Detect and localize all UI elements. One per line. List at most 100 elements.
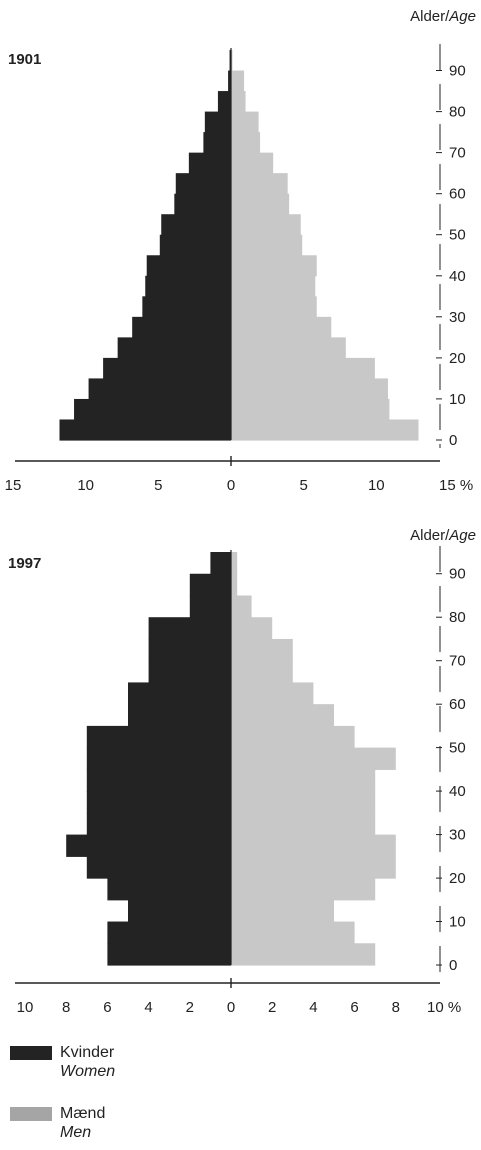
pyramid-1901-age-axis-title: Alder/Age [410,8,476,25]
pyramid-1997-bar-women-age-5 [107,921,231,944]
pyramid-1997-x-tick-left-6: 6 [103,999,111,1016]
pyramid-1901-bar-men-age-40 [231,255,317,277]
pyramid-1901-bar-women-age-50 [161,214,231,236]
pyramid-1997-bar-men-age-5 [231,921,355,944]
pyramid-1997-x-tick-left-0: 0 [227,999,235,1016]
pyramid-1997-bar-women-age-90 [210,552,231,575]
pyramid-1997-bar-women-age-55 [128,704,231,727]
pyramid-1901-bar-men-age-15 [231,357,375,380]
pyramid-1901-age-tick-0: 0 [449,432,457,449]
pyramid-1997-age-tick-70: 70 [449,653,466,670]
pyramid-1997-bar-women-age-20 [86,856,231,879]
pyramid-1997-bar-women-age-0 [107,943,231,966]
pyramid-1997-bar-women-age-35 [86,791,231,814]
pyramid-1997-bar-men-age-30 [231,812,376,836]
legend-men-label-en: Men [60,1124,92,1141]
pyramid-1901-bar-women-age-65 [188,152,231,174]
pyramid-1997-bar-women-age-45 [86,747,231,770]
pyramid-1997-bar-men-age-60 [231,682,314,705]
legend-men-text: Mænd Men [60,1104,105,1142]
pyramid-1997-x-tick-right-4: 4 [309,999,317,1016]
pyramid-1901-bar-women-age-75 [204,111,231,133]
pyramid-1901-x-tick-left-15: 15 [5,477,22,494]
pyramid-1997-bar-men-age-80 [231,595,252,618]
pyramid-1997-age-tick-80: 80 [449,609,466,626]
legend-women-swatch [10,1046,52,1060]
pyramid-1997-age-tick-30: 30 [449,827,466,844]
pyramid-1997-bar-men-age-90 [231,552,238,575]
pyramid-1997-age-tick-10: 10 [449,914,466,931]
pyramid-1997-bar-women-age-40 [86,769,231,792]
pyramid-1901-bar-men-age-70 [231,132,261,154]
pyramid-1901-bar-men-age-0 [231,419,419,441]
pyramid-1997-bar-women-age-50 [86,725,231,749]
pyramid-1997-bar-women-age-85 [189,573,231,597]
pyramid-1997-x-tick-right-6: 6 [350,999,358,1016]
pyramid-1901-age-axis-title-en: Age [448,8,476,25]
pyramid-1901-bar-women-age-25 [132,316,231,338]
population-pyramids: 15 10 5 0 5 10 15 %0102030405060708090Alder/Ag… [5,8,476,1016]
pyramid-1901-bar-women-age-20 [117,337,231,359]
pyramid-1997-bar-men-age-50 [231,725,355,749]
pyramid-1901-x-tick-right-5: 5 [300,477,308,494]
pyramid-1997-x-tick-right-10: 10 % [427,999,461,1016]
pyramid-1997-bar-women-age-80 [189,595,231,618]
pyramid-1901-bar-men-age-20 [231,337,346,359]
pyramid-1997-bar-men-age-10 [231,899,334,923]
pyramid-1901-bar-men-age-80 [231,91,246,113]
pyramid-1901-bar-men-age-60 [231,173,288,195]
pyramid-1997-x-tick-right-2: 2 [268,999,276,1016]
pyramid-1901-x-tick-left-10: 10 [77,477,94,494]
pyramid-1997-age-tick-0: 0 [449,957,457,974]
pyramid-1901-bar-men-age-45 [231,234,303,256]
pyramid-1997-bar-men-age-85 [231,573,238,597]
pyramid-1997-bar-women-age-75 [148,617,231,640]
pyramid-1997-x-tick-left-10: 10 [17,999,34,1016]
pyramid-1901-age-tick-80: 80 [449,104,466,121]
pyramid-1997-x-tick-left-4: 4 [144,999,152,1016]
pyramid-1901-x-tick-left-0: 0 [227,477,235,494]
legend-women-label: Kvinder [60,1044,115,1061]
pyramid-1901-bar-women-age-35 [145,275,231,297]
pyramid-1901-bar-women-age-10 [88,378,231,400]
pyramid-1901-age-axis-title-da: Alder/ [410,8,450,25]
pyramid-1997-bar-men-age-20 [231,856,396,879]
pyramid-1997-x-tick-left-2: 2 [186,999,194,1016]
pyramid-1997-bar-women-age-30 [86,812,231,836]
pyramid-1997-bar-men-age-75 [231,617,273,640]
pyramid-1997-age-axis-title: Alder/Age [410,527,476,544]
legend-women-label-en: Women [60,1063,116,1080]
pyramid-1901-age-tick-40: 40 [449,268,466,285]
pyramid-1901-bar-women-age-45 [159,234,231,256]
pyramid-1901-bar-men-age-85 [231,70,245,92]
pyramid-1901-x-tick-right-15: 15 % [439,477,473,494]
pyramid-1997-bar-men-age-55 [231,704,334,727]
pyramid-1901-age-tick-90: 90 [449,63,466,80]
pyramid-1901-bar-men-age-50 [231,214,301,236]
pyramid-1901-bar-women-age-70 [203,132,231,154]
pyramid-1901-age-tick-30: 30 [449,309,466,326]
legend-men-label: Mænd [60,1105,106,1122]
pyramid-1997-bar-men-age-15 [231,878,376,901]
pyramid-1901-age-tick-70: 70 [449,145,466,162]
pyramid-1901-bar-men-age-25 [231,316,332,338]
pyramid-1901-age-tick-60: 60 [449,186,466,203]
pyramid-1997-year-label: 1997 [8,555,41,572]
pyramid-1901-bar-men-age-35 [231,275,316,297]
pyramid-1901-age-tick-10: 10 [449,391,466,408]
pyramid-1901-bar-men-age-75 [231,111,259,133]
pyramid-1997-age-tick-20: 20 [449,870,466,887]
pyramid-1997-bar-men-age-70 [231,638,293,662]
pyramid-1901-bar-women-age-90 [229,50,231,72]
pyramid-1901-bar-women-age-60 [175,173,231,195]
pyramid-1997-bar-men-age-25 [231,834,396,857]
pyramid-1997-bar-men-age-0 [231,943,376,966]
pyramid-1901-bar-women-age-0 [59,419,232,441]
pyramid-1997-bar-women-age-15 [107,878,231,901]
pyramid-1901-x-tick-left-5: 5 [154,477,162,494]
pyramid-1997-bar-men-age-65 [231,660,293,684]
legend-women-text: Kvinder Women [60,1043,115,1081]
legend-men-swatch [10,1107,52,1121]
pyramid-1997-x-tick-right-8: 8 [392,999,400,1016]
pyramid-1901-bar-men-age-90 [231,50,233,72]
